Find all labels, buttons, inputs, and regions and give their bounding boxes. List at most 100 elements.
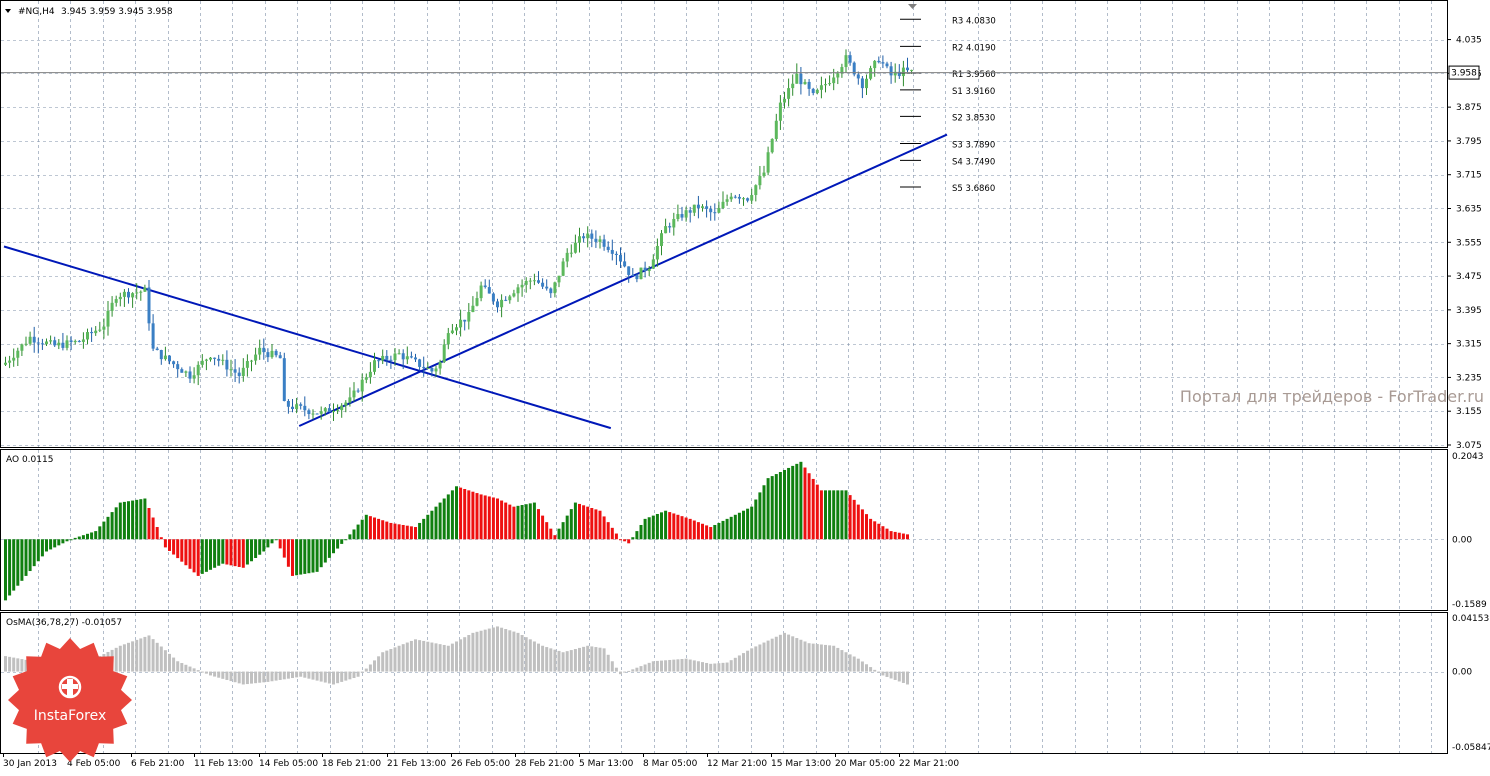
- osma-bar: [332, 671, 335, 685]
- ao-bar: [459, 487, 463, 540]
- candle-body: [565, 252, 569, 262]
- ao-bar: [373, 517, 376, 540]
- osma-bar: [311, 671, 315, 680]
- candle-body: [655, 245, 659, 260]
- candle: [532, 273, 536, 286]
- osma-bar: [840, 650, 844, 672]
- candle: [660, 230, 663, 256]
- osma-bar: [807, 643, 811, 672]
- candle: [434, 365, 438, 377]
- ao-bar: [815, 484, 819, 540]
- ao-bar: [221, 539, 225, 564]
- candle: [721, 191, 725, 210]
- candle: [647, 266, 651, 276]
- chart-shift-marker-icon[interactable]: [908, 4, 917, 9]
- ao-bar: [795, 463, 799, 540]
- candle-body: [520, 284, 524, 288]
- ao-bar: [475, 493, 479, 540]
- ao-bar: [520, 505, 524, 540]
- osma-bar: [393, 647, 397, 672]
- ao-bar: [491, 497, 495, 540]
- candle-body: [86, 332, 89, 340]
- candle-body: [102, 326, 106, 330]
- ao-bar: [368, 516, 372, 540]
- osma-bar: [524, 637, 528, 672]
- ao-bar: [217, 539, 221, 566]
- candle-body: [344, 402, 348, 406]
- instaforex-logo: InstaForex: [8, 638, 132, 762]
- candle-body: [701, 206, 704, 208]
- ao-bar: [627, 539, 631, 544]
- candle-body: [61, 342, 65, 348]
- ao-bar: [4, 539, 7, 601]
- osma-bar: [545, 647, 549, 672]
- candle: [778, 95, 782, 130]
- osma-bar: [373, 660, 376, 672]
- ao-bar: [606, 522, 610, 540]
- candle: [163, 346, 167, 361]
- candle-body: [28, 336, 32, 344]
- candle-body: [696, 204, 700, 208]
- candle: [787, 78, 791, 107]
- candle-body: [483, 285, 487, 288]
- candle: [586, 226, 590, 248]
- ao-bar: [45, 539, 48, 552]
- osma-bar: [286, 671, 290, 679]
- candle: [98, 321, 102, 333]
- osma-bar: [20, 659, 24, 672]
- candle-body: [32, 336, 36, 343]
- osma-bar: [475, 631, 479, 672]
- ao-bar: [102, 521, 106, 540]
- candle: [885, 61, 889, 69]
- candle-body: [323, 408, 327, 412]
- osma-bar: [754, 646, 758, 672]
- dropdown-arrow-icon[interactable]: [5, 9, 11, 13]
- osma-bar: [262, 671, 266, 683]
- candle-body: [57, 342, 61, 346]
- candle-body: [143, 287, 147, 292]
- osma-bar: [610, 661, 614, 672]
- osma-bar: [787, 634, 791, 672]
- candle-body: [881, 62, 885, 64]
- candle: [340, 403, 344, 418]
- candle: [122, 289, 126, 307]
- candle: [582, 233, 586, 243]
- osma-bar: [643, 664, 647, 672]
- osma-bar: [409, 640, 413, 672]
- candle-body: [467, 312, 471, 322]
- candle-body: [364, 377, 368, 380]
- candle: [217, 354, 221, 367]
- ao-bar: [40, 539, 44, 557]
- ao-bar: [660, 512, 663, 540]
- candle: [397, 349, 401, 355]
- ao-bar: [684, 517, 688, 540]
- candle-body: [233, 369, 237, 373]
- candle: [196, 361, 200, 386]
- candle-body: [450, 330, 454, 334]
- candle: [873, 60, 877, 77]
- osma-bar: [24, 659, 28, 672]
- ao-bar: [414, 527, 417, 540]
- osma-bar: [733, 657, 737, 672]
- candle-body: [512, 293, 516, 297]
- ao-bar: [57, 539, 61, 546]
- ao-bar: [479, 494, 483, 540]
- candle: [209, 357, 212, 362]
- trendlines[interactable]: [3, 133, 948, 430]
- candle-body: [606, 246, 610, 250]
- candle-body: [282, 358, 286, 401]
- osma-bar: [315, 671, 319, 681]
- ao-bar: [742, 510, 745, 540]
- ao-bar: [163, 539, 167, 548]
- ao-bar: [508, 504, 512, 540]
- osma-bar: [590, 646, 594, 672]
- candle-body: [824, 84, 827, 86]
- candle: [180, 367, 184, 373]
- osma-bar: [155, 642, 159, 672]
- candle-body: [602, 239, 606, 247]
- osma-bar: [12, 657, 16, 672]
- osma-bar: [717, 663, 721, 672]
- ao-bar: [418, 522, 422, 540]
